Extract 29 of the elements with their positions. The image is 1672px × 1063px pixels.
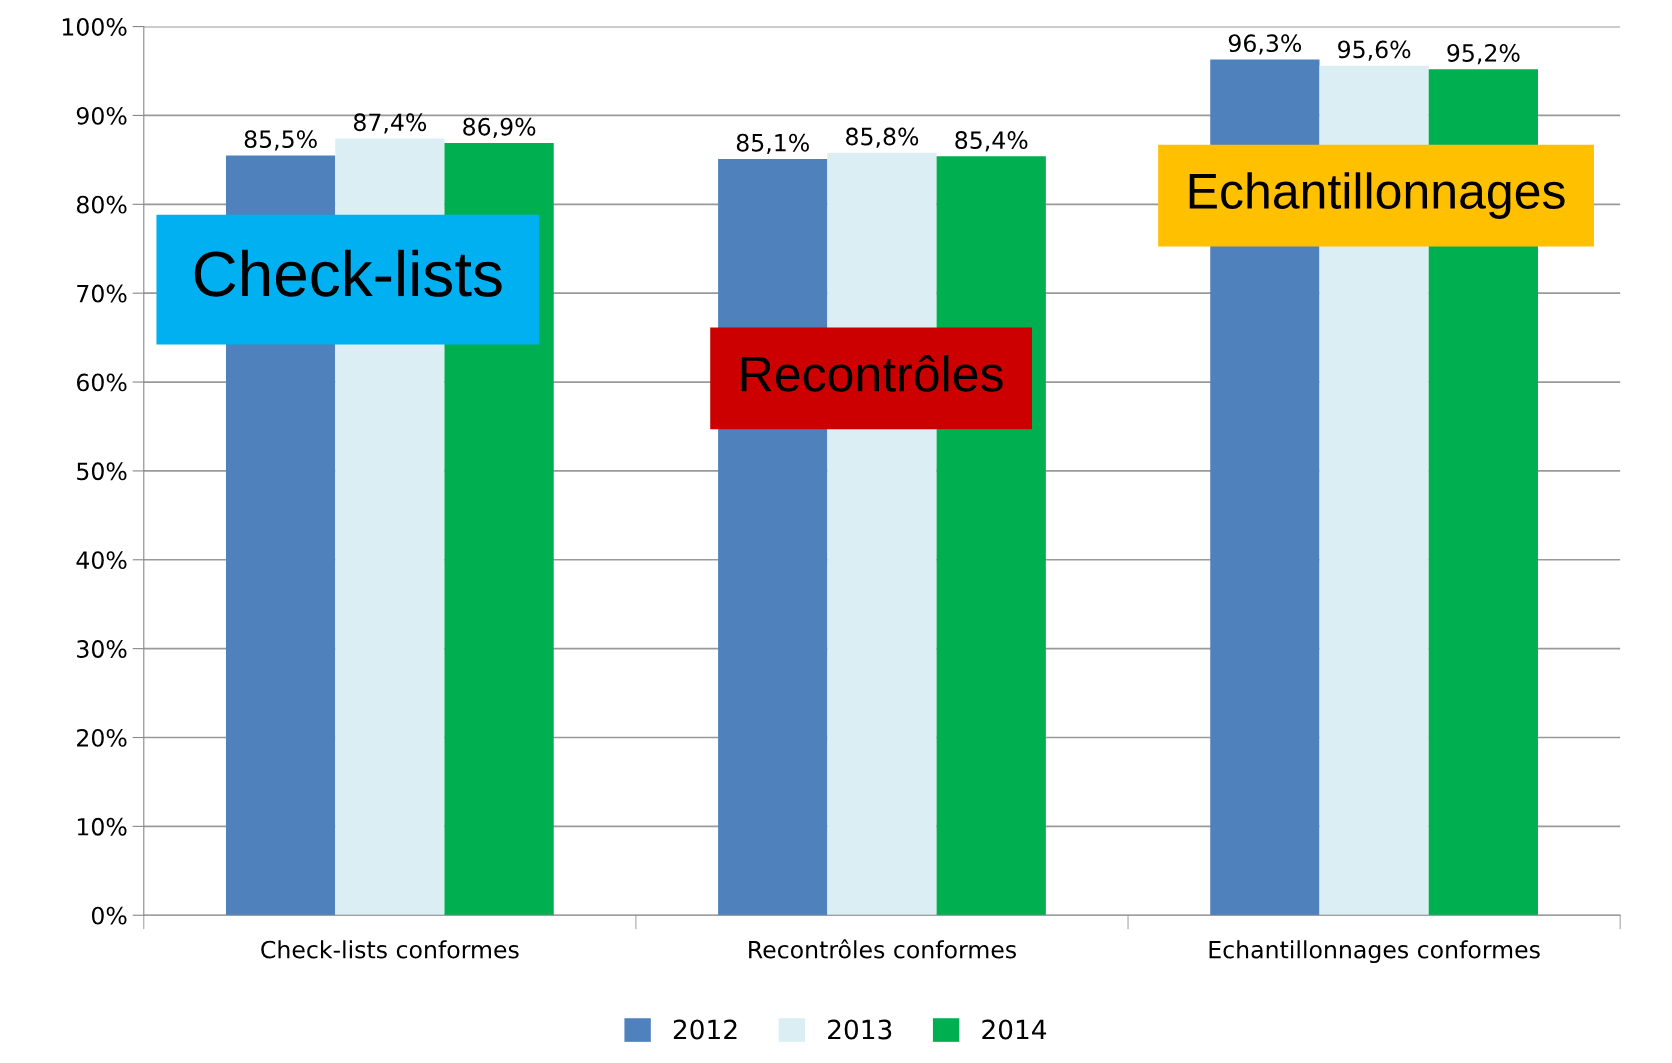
annotation: Echantillonnages (1189, 172, 1565, 219)
y-tick-label: 80% (76, 195, 127, 214)
data-label: 85,1% (736, 133, 809, 155)
y-tick-label: 30% (77, 640, 127, 658)
annotation: Check-lists (194, 249, 502, 297)
y-tick-label: 60% (76, 373, 127, 392)
y-tick-label: 10% (77, 817, 127, 836)
data-label: 87,4% (353, 113, 427, 134)
data-label: 85,5% (244, 130, 317, 151)
y-tick-label: 90% (76, 106, 127, 125)
y-tick-label: 40% (76, 551, 127, 570)
legend-label: 2014 (982, 1019, 1047, 1040)
data-label: 86,9% (463, 117, 536, 139)
data-label: 96,3% (1228, 34, 1302, 55)
y-tick-label: 70% (77, 284, 127, 303)
data-label: 95,6% (1338, 40, 1411, 61)
annotation: Recontrôles (741, 354, 1003, 392)
x-tick-label: Echantillonnages conformes (1209, 940, 1540, 964)
y-tick-label: 100% (62, 18, 127, 36)
data-label: 95,2% (1447, 44, 1520, 65)
x-tick-label: Recontrôles conformes (749, 939, 1016, 959)
data-label: 85,8% (846, 127, 919, 148)
y-tick-label: 0% (91, 906, 127, 925)
legend-label: 2012 (673, 1019, 737, 1040)
legend-label: 2013 (828, 1019, 892, 1040)
data-label: 85,4% (955, 131, 1028, 152)
y-tick-label: 20% (77, 728, 127, 747)
y-tick-label: 50% (77, 462, 127, 481)
x-tick-label: Check-lists conformes (261, 940, 519, 959)
